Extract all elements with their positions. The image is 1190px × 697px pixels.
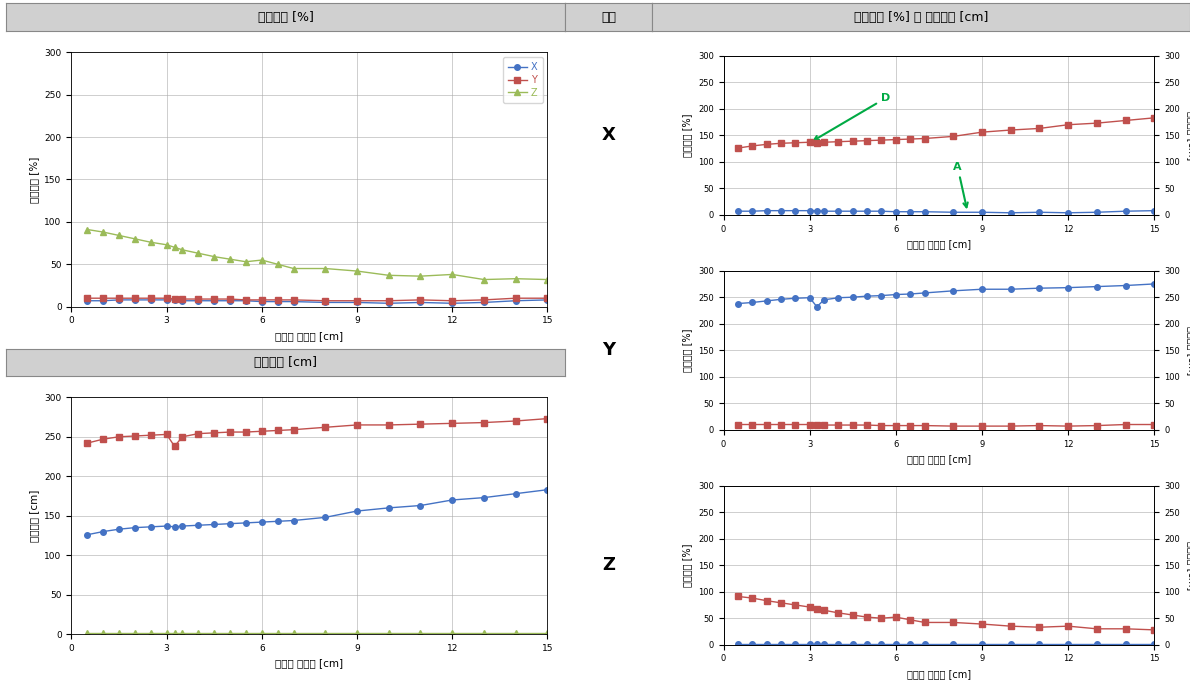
Text: D: D (814, 93, 891, 140)
Y-axis label: 응답변위 [cm]: 응답변위 [cm] (1186, 325, 1190, 375)
Y (255, 296, 269, 304)
Z (287, 264, 301, 273)
Z (175, 245, 189, 254)
Text: 가속도비 [%]: 가속도비 [%] (258, 11, 313, 24)
X (159, 296, 174, 304)
Y (144, 294, 158, 302)
Text: 방향: 방향 (601, 11, 616, 24)
Y-axis label: 응답변위 [cm]: 응답변위 [cm] (1186, 111, 1190, 160)
Y (80, 294, 94, 302)
X (175, 296, 189, 305)
Z (223, 255, 237, 263)
X (168, 296, 182, 304)
X (287, 298, 301, 306)
X (255, 298, 269, 306)
X (413, 298, 427, 307)
Z (159, 240, 174, 249)
Line: Z: Z (84, 227, 550, 282)
Y (445, 296, 459, 305)
Y-axis label: 응답변위 [cm]: 응답변위 [cm] (1186, 541, 1190, 590)
Text: A: A (953, 162, 967, 207)
X (350, 298, 364, 307)
X (144, 296, 158, 304)
X (223, 296, 237, 305)
Z (255, 256, 269, 264)
Line: Y: Y (84, 296, 550, 303)
Z (477, 275, 491, 284)
X-axis label: 스프링 원처짔 [cm]: 스프링 원처짔 [cm] (907, 239, 971, 250)
Y (159, 294, 174, 302)
Z (540, 275, 555, 284)
Y (382, 296, 396, 305)
Z (168, 243, 182, 252)
Z (270, 260, 284, 268)
Y (270, 296, 284, 304)
Z (508, 275, 522, 283)
Y (318, 296, 332, 305)
Y (96, 294, 111, 302)
Y (127, 294, 142, 302)
Z (239, 258, 253, 266)
X (96, 296, 111, 305)
Y (223, 295, 237, 303)
X (127, 296, 142, 304)
Z (112, 231, 126, 240)
Text: Z: Z (602, 556, 615, 574)
Y (477, 296, 491, 304)
Y-axis label: 가속도비 [%]: 가속도비 [%] (29, 156, 39, 203)
X-axis label: 스프링 원처짔 [cm]: 스프링 원처짔 [cm] (275, 659, 344, 668)
X (270, 298, 284, 306)
Z (382, 271, 396, 279)
Y-axis label: 가속도비 [%]: 가속도비 [%] (682, 328, 693, 372)
X (477, 298, 491, 307)
Y (287, 296, 301, 304)
Y (112, 294, 126, 302)
X (192, 296, 206, 305)
X (445, 299, 459, 307)
Y (207, 295, 221, 303)
Z (318, 264, 332, 273)
Y (540, 294, 555, 302)
Y-axis label: 응답변위 [cm]: 응답변위 [cm] (29, 489, 39, 542)
Text: 가속도비 [%] 및 응답변위 [cm]: 가속도비 [%] 및 응답변위 [cm] (854, 11, 988, 24)
Z (96, 228, 111, 236)
Z (350, 267, 364, 275)
Y (350, 296, 364, 305)
Z (445, 270, 459, 279)
Z (207, 252, 221, 261)
Y (168, 295, 182, 303)
Text: X: X (602, 126, 615, 144)
X-axis label: 스프링 원처짔 [cm]: 스프링 원처짔 [cm] (907, 669, 971, 679)
Text: 응답변위 [cm]: 응답변위 [cm] (255, 356, 317, 369)
Z (144, 238, 158, 247)
X (239, 296, 253, 305)
X (540, 296, 555, 304)
X (207, 296, 221, 305)
X (508, 296, 522, 305)
Z (413, 272, 427, 280)
X (80, 296, 94, 305)
X (382, 299, 396, 307)
X (318, 298, 332, 307)
Y (413, 296, 427, 304)
X-axis label: 스프링 원처짔 [cm]: 스프링 원처짔 [cm] (907, 454, 971, 464)
Z (127, 235, 142, 243)
Y (239, 296, 253, 304)
Y-axis label: 가속도비 [%]: 가속도비 [%] (682, 114, 693, 157)
Z (80, 225, 94, 233)
Legend: X, Y, Z: X, Y, Z (503, 57, 543, 102)
Y (192, 295, 206, 303)
Y (175, 295, 189, 303)
Y-axis label: 가속도비 [%]: 가속도비 [%] (682, 544, 693, 587)
Line: X: X (84, 297, 550, 306)
X (112, 296, 126, 304)
Text: Y: Y (602, 342, 615, 359)
X-axis label: 스프링 원처짔 [cm]: 스프링 원처짔 [cm] (275, 331, 344, 341)
Y (508, 294, 522, 302)
Z (192, 249, 206, 257)
